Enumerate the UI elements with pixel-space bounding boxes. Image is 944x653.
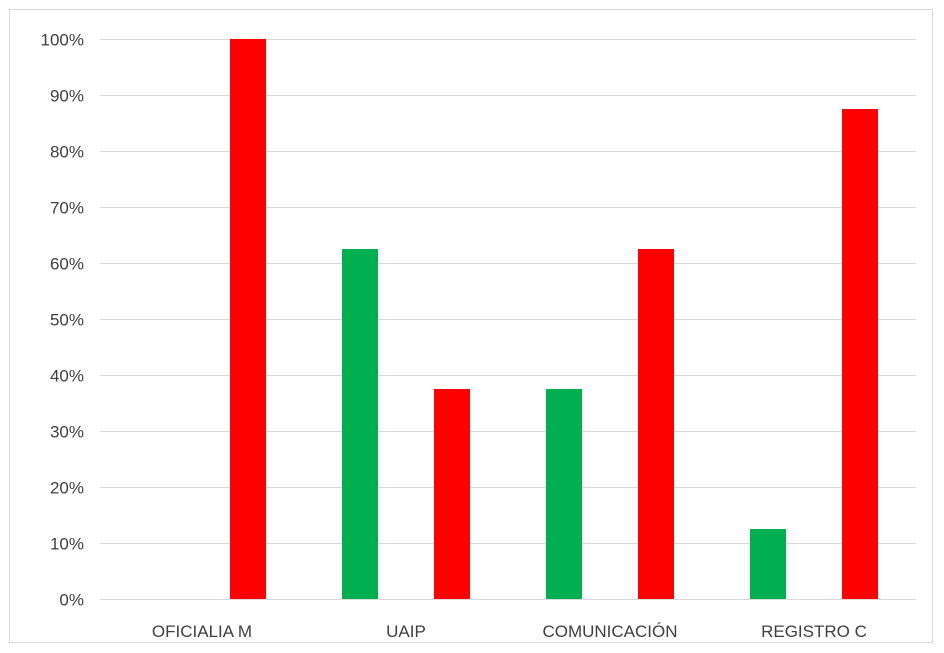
x-tick-label: OFICIALIA M <box>152 622 252 641</box>
bars <box>230 39 878 599</box>
gridlines <box>100 39 916 600</box>
bar-series-1 <box>546 389 582 599</box>
bar-series-2 <box>230 39 266 599</box>
bar-series-2 <box>434 389 470 599</box>
y-tick-label: 50% <box>50 311 84 330</box>
bar-series-2 <box>842 109 878 599</box>
x-axis-tick-labels: OFICIALIA M UAIP COMUNICACIÓN REGISTRO C <box>152 622 867 641</box>
y-tick-label: 80% <box>50 143 84 162</box>
y-tick-label: 40% <box>50 367 84 386</box>
bar-series-1 <box>750 529 786 599</box>
y-tick-label: 0% <box>59 591 84 610</box>
y-tick-label: 70% <box>50 199 84 218</box>
y-tick-label: 30% <box>50 423 84 442</box>
y-axis-tick-labels: 0% 10% 20% 30% 40% 50% 60% 70% 80% 90% 100% <box>41 31 84 610</box>
y-tick-label: 60% <box>50 255 84 274</box>
bar-series-1 <box>342 249 378 599</box>
x-tick-label: COMUNICACIÓN <box>542 622 677 641</box>
y-tick-label: 90% <box>50 87 84 106</box>
y-tick-label: 10% <box>50 535 84 554</box>
y-tick-label: 100% <box>41 31 84 50</box>
x-tick-label: UAIP <box>386 622 426 641</box>
y-tick-label: 20% <box>50 479 84 498</box>
bar-series-2 <box>638 249 674 599</box>
x-tick-label: REGISTRO C <box>761 622 867 641</box>
